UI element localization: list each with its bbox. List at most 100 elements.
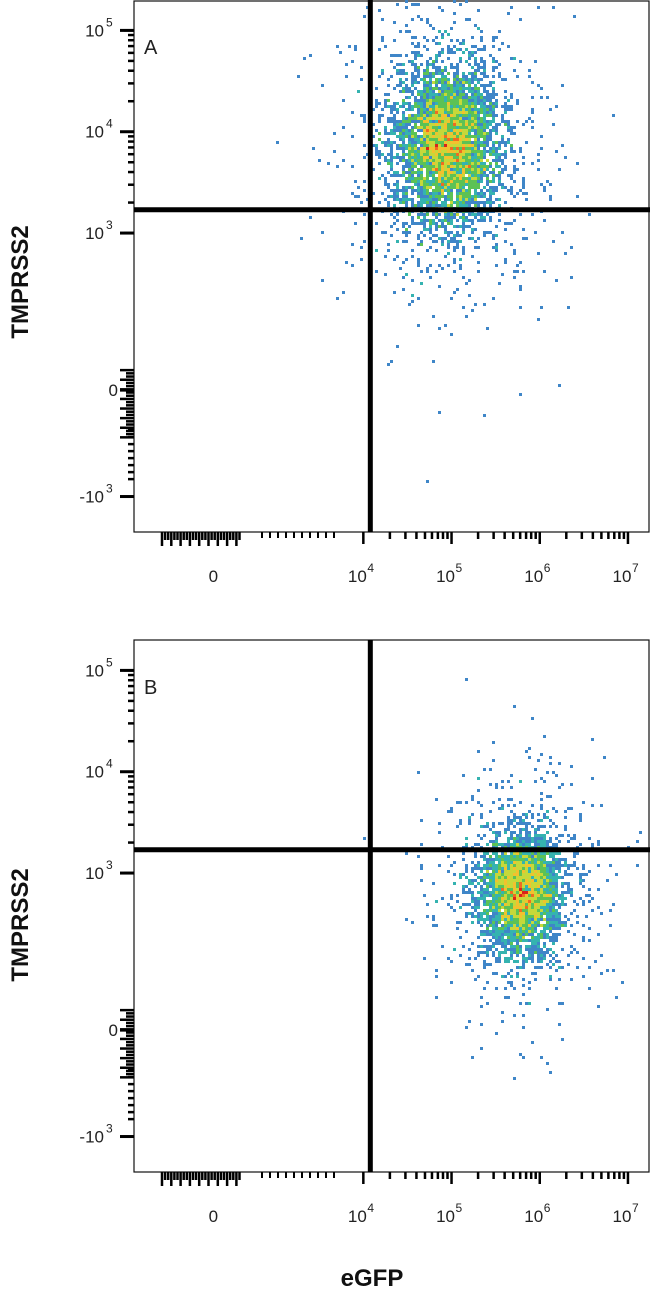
event-point xyxy=(429,123,432,126)
event-point xyxy=(510,786,513,789)
event-point xyxy=(543,945,546,948)
event-point xyxy=(441,84,444,87)
event-point xyxy=(474,156,477,159)
event-point xyxy=(555,861,558,864)
event-point xyxy=(417,102,420,105)
event-point xyxy=(393,195,396,198)
event-point xyxy=(405,198,408,201)
event-point xyxy=(477,903,480,906)
event-point xyxy=(363,180,366,183)
event-point xyxy=(489,855,492,858)
event-point xyxy=(429,78,432,81)
event-point xyxy=(390,54,393,57)
event-point xyxy=(513,906,516,909)
event-point xyxy=(486,150,489,153)
event-point xyxy=(411,186,414,189)
event-point xyxy=(459,126,462,129)
event-point xyxy=(465,225,468,228)
event-point xyxy=(492,954,495,957)
event-point xyxy=(402,135,405,138)
event-point xyxy=(555,987,558,990)
event-point xyxy=(486,951,489,954)
event-point xyxy=(423,183,426,186)
event-point xyxy=(546,936,549,939)
event-point xyxy=(447,264,450,267)
event-point xyxy=(489,921,492,924)
event-point xyxy=(411,171,414,174)
event-point xyxy=(537,921,540,924)
event-point xyxy=(504,258,507,261)
event-point xyxy=(489,219,492,222)
event-point xyxy=(474,864,477,867)
event-point xyxy=(543,270,546,273)
event-point xyxy=(492,741,495,744)
event-point xyxy=(432,159,435,162)
event-point xyxy=(471,228,474,231)
event-point xyxy=(492,81,495,84)
event-point xyxy=(447,57,450,60)
event-point xyxy=(528,909,531,912)
event-point xyxy=(390,153,393,156)
event-point xyxy=(417,108,420,111)
event-point xyxy=(474,132,477,135)
event-point xyxy=(465,60,468,63)
event-point xyxy=(450,894,453,897)
event-point xyxy=(531,864,534,867)
event-point xyxy=(474,915,477,918)
event-point xyxy=(552,963,555,966)
event-point xyxy=(483,153,486,156)
event-point xyxy=(501,162,504,165)
event-point xyxy=(498,879,501,882)
event-point xyxy=(471,195,474,198)
event-point xyxy=(402,120,405,123)
event-point xyxy=(414,99,417,102)
event-point xyxy=(387,93,390,96)
event-point xyxy=(591,804,594,807)
event-point xyxy=(570,873,573,876)
event-point xyxy=(543,885,546,888)
y-axis-ticks xyxy=(120,669,134,1121)
event-point xyxy=(510,927,513,930)
event-point xyxy=(438,141,441,144)
event-point xyxy=(432,183,435,186)
event-point xyxy=(441,183,444,186)
event-point xyxy=(519,780,522,783)
event-point xyxy=(495,249,498,252)
event-point xyxy=(495,885,498,888)
event-point xyxy=(519,876,522,879)
event-point xyxy=(516,816,519,819)
event-point xyxy=(447,138,450,141)
event-point xyxy=(396,126,399,129)
event-point xyxy=(414,54,417,57)
event-point xyxy=(438,822,441,825)
event-point xyxy=(426,90,429,93)
event-point xyxy=(486,825,489,828)
event-point xyxy=(555,105,558,108)
event-point xyxy=(423,165,426,168)
event-point xyxy=(612,114,615,117)
event-point xyxy=(396,174,399,177)
event-point xyxy=(390,165,393,168)
event-point xyxy=(477,93,480,96)
event-point xyxy=(495,909,498,912)
event-point xyxy=(513,960,516,963)
event-point xyxy=(537,948,540,951)
event-point xyxy=(495,924,498,927)
event-point xyxy=(510,150,513,153)
event-point xyxy=(426,168,429,171)
event-point xyxy=(537,966,540,969)
event-point xyxy=(468,18,471,21)
event-point xyxy=(501,945,504,948)
event-point xyxy=(468,156,471,159)
event-point xyxy=(342,159,345,162)
event-point xyxy=(486,159,489,162)
event-point xyxy=(555,837,558,840)
event-point xyxy=(549,894,552,897)
event-point xyxy=(477,750,480,753)
y-tick-exponent: 4 xyxy=(106,757,113,771)
event-point xyxy=(462,111,465,114)
event-point xyxy=(390,174,393,177)
event-point xyxy=(465,114,468,117)
event-point xyxy=(414,63,417,66)
event-point xyxy=(447,144,450,147)
